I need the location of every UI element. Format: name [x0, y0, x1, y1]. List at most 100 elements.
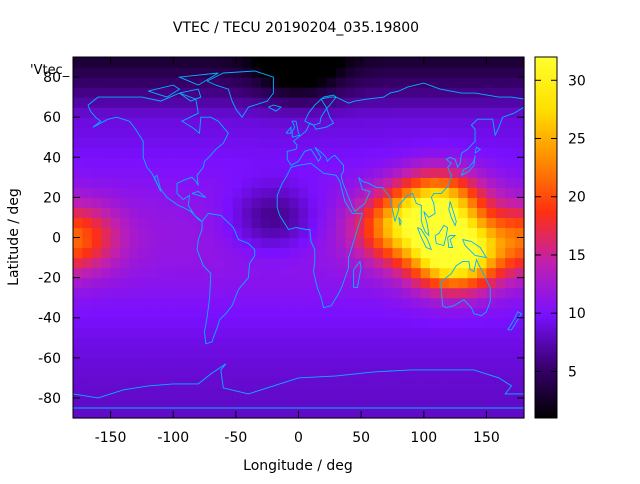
heat-cell [157, 337, 168, 349]
heat-cell [317, 367, 328, 379]
heat-cell [354, 347, 365, 359]
heat-cell [119, 187, 130, 198]
coastline [462, 239, 488, 259]
heat-cell [242, 227, 253, 239]
heat-cell [260, 307, 271, 319]
heat-cell [279, 167, 290, 178]
heat-cell [166, 337, 177, 349]
y-tick-label: 40 [43, 150, 61, 166]
heat-cell [467, 167, 478, 178]
heat-cell [195, 257, 206, 269]
heat-cell [82, 197, 93, 209]
heat-cell [166, 367, 177, 379]
heat-cell [242, 297, 253, 309]
heat-cell [279, 177, 290, 188]
heat-cell [73, 67, 83, 78]
heat-cell [166, 357, 177, 369]
heat-cell [204, 197, 215, 209]
heat-cell [185, 287, 196, 299]
heat-cell [514, 87, 525, 98]
heat-cell [307, 237, 318, 249]
heat-cell [458, 187, 469, 198]
heat-cell [138, 377, 149, 389]
heat-cell [82, 377, 93, 389]
chart-title: VTEC / TECU 20190204_035.19800 [173, 20, 419, 36]
heat-cell [251, 117, 262, 128]
heat-cell [204, 337, 215, 349]
heat-cell [270, 257, 281, 269]
heat-cell [289, 177, 300, 188]
heat-cell [195, 57, 206, 68]
heat-cell [467, 137, 478, 148]
coastline [268, 104, 282, 112]
heat-cell [289, 297, 300, 309]
heat-cell [430, 337, 441, 349]
heat-cell [354, 277, 365, 289]
heat-cell [383, 297, 394, 309]
heat-cell [364, 387, 375, 399]
heat-cell [270, 367, 281, 379]
heat-cell [439, 227, 450, 239]
heat-cell [279, 147, 290, 158]
heat-cell [486, 117, 497, 128]
heat-cell [420, 257, 431, 269]
heat-cell [307, 307, 318, 319]
heat-cell [401, 157, 412, 168]
heat-cell [110, 207, 121, 219]
heat-cell [119, 317, 130, 329]
heat-cell [317, 147, 328, 158]
heat-cell [242, 127, 253, 138]
heat-cell [326, 127, 337, 138]
heat-cell [289, 267, 300, 279]
heat-cell [110, 167, 121, 178]
heat-cell [279, 67, 290, 78]
heat-cell [345, 157, 356, 168]
heat-cell [138, 287, 149, 299]
heat-cell [326, 407, 337, 419]
heat-cell [176, 97, 187, 108]
heat-cell [166, 247, 177, 259]
heat-cell [392, 347, 403, 359]
heat-cell [439, 357, 450, 369]
heat-cell [101, 137, 112, 148]
heat-cell [73, 407, 83, 419]
heat-cell [110, 157, 121, 168]
heat-cell [101, 217, 112, 229]
heat-cell [204, 217, 215, 229]
heat-cell [185, 357, 196, 369]
heat-cell [213, 407, 224, 419]
heat-cell [354, 97, 365, 108]
heat-cell [317, 287, 328, 299]
heat-cell [298, 407, 309, 419]
heat-cell [213, 167, 224, 178]
heat-cell [157, 187, 168, 198]
heat-cell [430, 187, 441, 198]
heat-cell [345, 377, 356, 389]
heat-cell [336, 107, 347, 118]
heat-cell [91, 197, 102, 209]
heat-cell [204, 297, 215, 309]
heat-cell [270, 287, 281, 299]
heat-cell [354, 87, 365, 98]
heat-cell [223, 337, 234, 349]
heat-cell [110, 127, 121, 138]
heat-cell [242, 327, 253, 339]
heat-cell [364, 277, 375, 289]
heat-cell [383, 397, 394, 409]
heat-cell [336, 167, 347, 178]
heat-cell [495, 97, 506, 108]
heat-cell [495, 337, 506, 349]
heat-cell [176, 317, 187, 329]
heat-cell [157, 377, 168, 389]
heat-cell [129, 177, 140, 188]
heat-cell [251, 57, 262, 68]
heat-cell [260, 357, 271, 369]
heat-cell [326, 217, 337, 229]
heat-cell [307, 317, 318, 329]
heat-cell [204, 307, 215, 319]
heat-cell [411, 347, 422, 359]
heat-cell [392, 367, 403, 379]
heat-cell [157, 347, 168, 359]
heat-cell [270, 227, 281, 239]
heat-cell [307, 267, 318, 279]
